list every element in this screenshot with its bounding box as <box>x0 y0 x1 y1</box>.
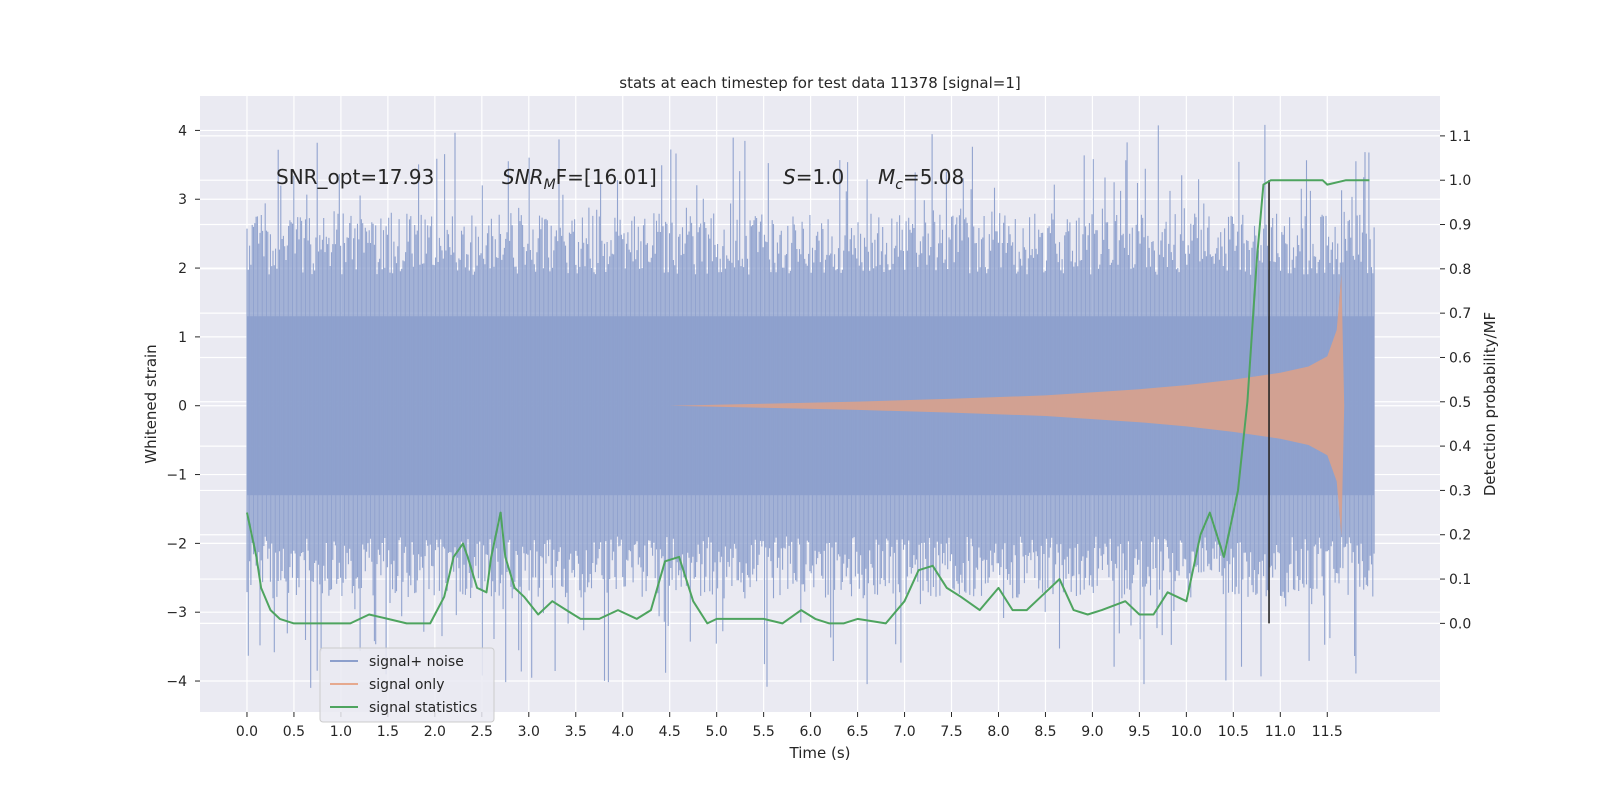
x-tick-label: 0.0 <box>236 724 258 740</box>
y-tick-label-right: 1.1 <box>1449 129 1471 145</box>
x-axis-ticks: 0.0 0.5 1.0 1.5 2.0 2.5 3.0 3.5 4.0 4.5 5.0 5.5 6.0 6… <box>236 712 1343 740</box>
x-axis-label: Time (s) <box>789 744 851 762</box>
y-tick-label-right: 0.3 <box>1449 483 1471 499</box>
x-tick-label: 9.5 <box>1128 724 1150 740</box>
y-tick-label-right: 0.8 <box>1449 262 1471 278</box>
y-tick-label-left: −4 <box>166 674 187 690</box>
y-tick-label-right: 1.0 <box>1449 173 1471 189</box>
x-tick-label: 8.0 <box>987 724 1009 740</box>
annotations: SNR_opt=17.93 SNRMF=[16.01] S=1.0 Mc=5.0… <box>276 165 964 193</box>
series-signal-statistics <box>246 179 1370 625</box>
y-tick-label-left: −1 <box>166 468 187 484</box>
annotation-snr-mf-rest: F=[16.01] <box>556 165 657 189</box>
x-tick-label: 3.0 <box>518 724 540 740</box>
y-tick-label-right: 0.7 <box>1449 306 1471 322</box>
annotation-s-value: =1.0 <box>796 165 845 189</box>
x-tick-label: 10.5 <box>1218 724 1249 740</box>
y-tick-label-left: −2 <box>166 536 187 552</box>
x-tick-label: 9.0 <box>1081 724 1103 740</box>
x-tick-label: 2.0 <box>424 724 446 740</box>
y-tick-label-right: 0.1 <box>1449 572 1471 588</box>
annotation-s: S=1.0 <box>783 165 844 189</box>
x-tick-label: 4.5 <box>659 724 681 740</box>
legend-label-signal-statistics: signal statistics <box>369 700 477 716</box>
x-tick-label: 2.5 <box>471 724 493 740</box>
y-axis-left-label: Whitened strain <box>142 344 160 463</box>
x-tick-label: 1.0 <box>330 724 352 740</box>
y-tick-label-right: 0.0 <box>1449 616 1471 632</box>
x-tick-label: 11.0 <box>1265 724 1296 740</box>
annotation-snr-mf-main: SNR <box>502 165 544 189</box>
y-tick-label-right: 0.6 <box>1449 350 1471 366</box>
legend-box <box>319 647 495 723</box>
annotation-mc: Mc=5.08 <box>878 165 964 193</box>
y-axis-right-label: Detection probability/MF <box>1481 312 1499 496</box>
y-tick-label-right: 0.4 <box>1449 439 1471 455</box>
x-tick-label: 1.5 <box>377 724 399 740</box>
annotation-mc-main: M <box>878 165 895 189</box>
y-tick-label-right: 0.2 <box>1449 528 1471 544</box>
legend: signal+ noise signal only signal statist… <box>319 647 495 723</box>
x-tick-label: 6.5 <box>846 724 868 740</box>
y-tick-label-left: 1 <box>178 330 187 346</box>
chart-title: stats at each timestep for test data 113… <box>619 74 1020 92</box>
x-tick-label: 3.5 <box>565 724 587 740</box>
y-tick-label-left: 2 <box>178 261 187 277</box>
chirp-envelope <box>669 274 1345 537</box>
y-tick-label-right: 0.5 <box>1449 395 1471 411</box>
y-tick-label-left: 4 <box>178 123 187 139</box>
x-tick-label: 6.0 <box>799 724 821 740</box>
x-tick-label: 11.5 <box>1312 724 1343 740</box>
x-tick-label: 7.0 <box>893 724 915 740</box>
legend-label-signal-plus-noise: signal+ noise <box>369 654 464 670</box>
statistics-line <box>246 179 1370 625</box>
x-tick-label: 4.0 <box>612 724 634 740</box>
x-tick-label: 5.0 <box>706 724 728 740</box>
annotation-snr-opt: SNR_opt=17.93 <box>276 165 434 189</box>
annotation-snr-mf: SNRMF=[16.01] <box>502 165 657 193</box>
y-tick-label-left: 3 <box>178 192 187 208</box>
y-tick-label-left: −3 <box>166 605 187 621</box>
x-tick-label: 0.5 <box>283 724 305 740</box>
legend-label-signal-only: signal only <box>369 677 444 693</box>
y-axis-left-ticks: 4 3 2 1 0 −1 −2 −3 −4 <box>166 123 200 690</box>
annotation-snr-mf-sub: M <box>544 177 556 193</box>
x-tick-label: 10.0 <box>1171 724 1202 740</box>
annotation-s-label: S <box>783 165 796 189</box>
y-tick-label-left: 0 <box>178 399 187 415</box>
x-tick-label: 5.5 <box>753 724 775 740</box>
x-tick-label: 8.5 <box>1034 724 1056 740</box>
y-tick-label-right: 0.9 <box>1449 218 1471 234</box>
x-tick-label: 7.5 <box>940 724 962 740</box>
annotation-mc-value: =5.08 <box>903 165 964 189</box>
y-axis-right-ticks: 1.1 1.0 0.9 0.8 0.7 0.6 0.5 0.4 0.3 0.2 0.1 0.0 <box>1440 129 1471 632</box>
annotation-mc-sub: c <box>895 177 903 193</box>
series-signal-only <box>669 274 1345 537</box>
